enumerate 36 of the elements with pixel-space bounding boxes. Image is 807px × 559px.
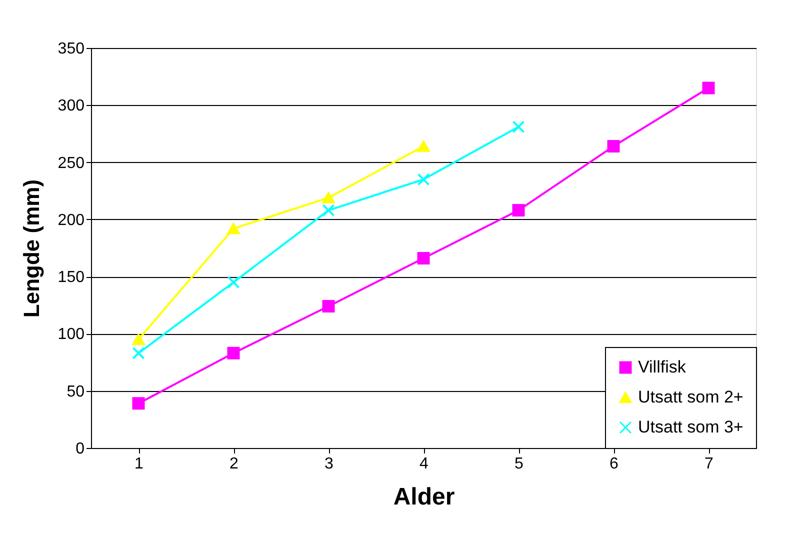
y-tick-label: 50 bbox=[66, 383, 85, 400]
point bbox=[607, 140, 620, 153]
y-tick-label: 200 bbox=[58, 212, 85, 229]
legend-label: Utsatt som 3+ bbox=[638, 418, 744, 436]
legend-label: Villfisk bbox=[638, 358, 686, 376]
x-axis-title: Alder bbox=[393, 484, 455, 510]
point bbox=[132, 346, 145, 360]
point bbox=[512, 204, 525, 217]
point bbox=[512, 120, 525, 134]
legend-label: Utsatt som 2+ bbox=[638, 388, 744, 406]
point bbox=[227, 346, 240, 360]
y-tick-label: 250 bbox=[58, 154, 85, 172]
point bbox=[417, 252, 430, 265]
y-tick-label: 100 bbox=[58, 326, 85, 344]
x-tick-label: 3 bbox=[324, 456, 334, 472]
point bbox=[417, 173, 430, 186]
x-tick-label: 5 bbox=[514, 456, 524, 472]
point bbox=[702, 82, 715, 94]
point bbox=[322, 300, 335, 313]
y-tick-label: 0 bbox=[76, 440, 85, 458]
y-tick-label: 150 bbox=[58, 269, 85, 286]
point bbox=[417, 140, 430, 152]
point bbox=[227, 276, 240, 289]
x-tick-label: 1 bbox=[134, 456, 144, 472]
y-tick-label: 300 bbox=[58, 98, 85, 115]
y-tick-label: 350 bbox=[58, 40, 85, 58]
point bbox=[132, 397, 145, 410]
point bbox=[227, 223, 240, 234]
x-tick-label: 6 bbox=[610, 456, 619, 472]
y-axis-title: Lengde (mm) bbox=[18, 179, 44, 318]
point bbox=[132, 334, 145, 345]
x-tick-label: 7 bbox=[704, 456, 714, 472]
point bbox=[322, 204, 335, 217]
x-tick-label: 2 bbox=[230, 456, 239, 472]
x-tick-label: 4 bbox=[420, 456, 429, 472]
point bbox=[322, 192, 335, 204]
